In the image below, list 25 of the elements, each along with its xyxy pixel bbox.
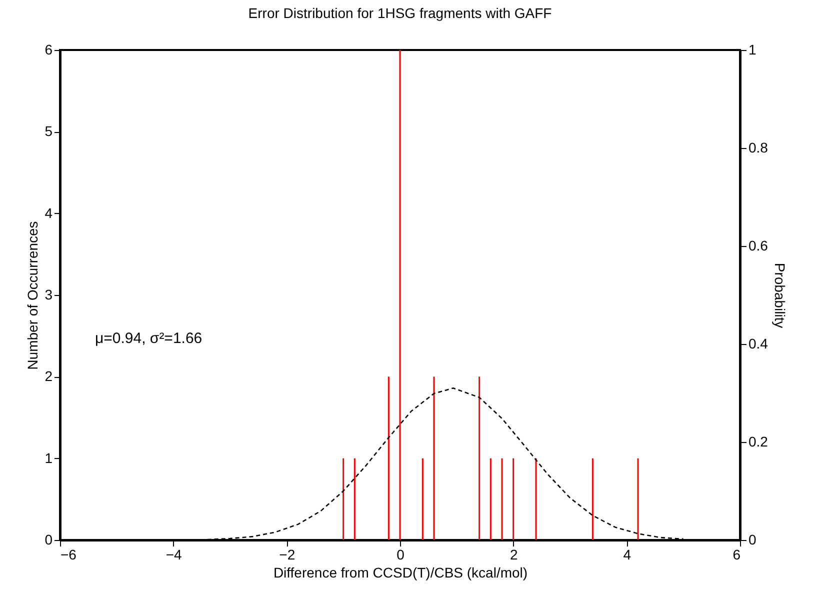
y2-tick-label: 0.8 [748,140,768,156]
y-tick-label: 0 [44,532,53,548]
y2-tick-label: 0.6 [748,238,768,254]
y-tick-label: 1 [44,450,53,466]
x-tick-label: 4 [623,546,632,562]
y2-tick-label: 0.2 [748,434,768,450]
y-tick-label: 3 [44,286,53,302]
x-tick-label: −6 [60,546,77,562]
y2-tick-label: 0 [748,532,756,548]
annotation: μ=0.94, σ²=1.66 [95,330,202,347]
x-tick-label: 2 [510,546,518,562]
x-axis-title: Difference from CCSD(T)/CBS (kcal/mol) [273,564,528,580]
y2-tick-label: 0.4 [748,336,768,352]
y2-axis-title: Probability [772,262,788,328]
y-axis-title: Number of Occurrences [24,221,41,370]
y-tick-label: 2 [44,368,53,384]
x-tick-label: 0 [396,546,405,562]
y-tick-label: 4 [44,204,53,221]
x-tick-label: −4 [166,546,182,562]
y-tick-label: 6 [44,42,53,58]
chart-title: Error Distribution for 1HSG fragments with GAFF [248,5,552,21]
y-tick-label: 5 [44,123,53,140]
x-tick-label: −2 [279,546,296,562]
y2-tick-label: 1 [748,42,756,58]
x-tick-label: 6 [732,546,741,562]
